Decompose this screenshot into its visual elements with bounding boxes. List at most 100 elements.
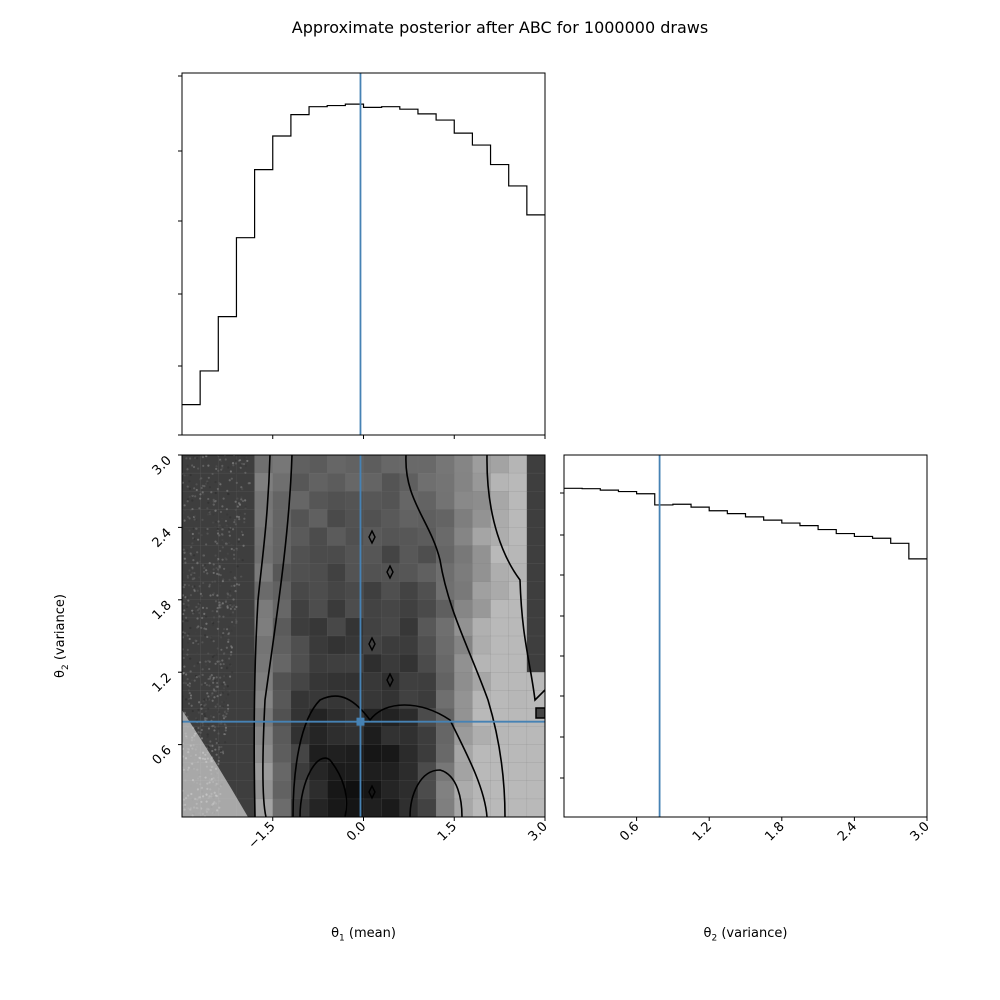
scatter-sample — [237, 538, 241, 541]
scatter-sample — [185, 616, 188, 619]
scatter-sample — [200, 705, 203, 708]
theta2-histogram-steps — [564, 487, 927, 560]
scatter-sample — [188, 713, 191, 717]
heatmap-cell — [308, 653, 328, 673]
scatter-sample — [191, 577, 194, 580]
density-contour-line — [292, 695, 488, 817]
heatmap-cell — [526, 472, 545, 492]
heatmap-cell — [399, 581, 419, 601]
scatter-sample — [218, 601, 221, 604]
scatter-sample — [221, 533, 224, 536]
scatter-sample — [235, 583, 239, 586]
scatter-sample — [217, 756, 221, 759]
heatmap-cell — [526, 635, 545, 655]
scatter-sample — [198, 661, 202, 664]
heatmap-cell — [290, 635, 310, 655]
scatter-sample — [195, 676, 198, 679]
scatter-sample — [226, 709, 230, 713]
scatter-sample — [186, 574, 189, 577]
heatmap-cell — [454, 690, 473, 709]
scatter-sample — [184, 619, 187, 622]
scatter-sample — [206, 481, 209, 485]
heatmap-cell — [417, 726, 437, 746]
scatter-sample — [188, 457, 192, 460]
heatmap-cell — [381, 635, 401, 655]
heatmap-cell — [308, 726, 328, 746]
scatter-sample — [213, 654, 216, 657]
scatter-sample — [190, 704, 193, 707]
heatmap-cell — [290, 563, 310, 583]
scatter-sample — [210, 620, 214, 624]
heatmap-cell — [472, 581, 492, 601]
scatter-sample — [189, 657, 192, 660]
heatmap-cell — [308, 617, 328, 637]
heatmap-cell — [290, 509, 310, 528]
heatmap-cell — [327, 563, 346, 583]
scatter-sample — [219, 636, 223, 639]
scatter-sample — [182, 511, 185, 515]
scatter-sample — [228, 534, 231, 537]
scatter-sample — [211, 744, 214, 747]
heatmap-cell — [236, 762, 256, 782]
heatmap-cell — [363, 690, 383, 709]
theta1-histogram-bin — [454, 133, 472, 435]
scatter-sample — [211, 699, 214, 702]
scatter-sample — [231, 611, 235, 614]
heatmap-cell — [236, 635, 256, 655]
heatmap-cell — [182, 509, 201, 528]
theta1-histogram-bin — [218, 317, 236, 435]
scatter-sample — [217, 748, 221, 751]
scatter-sample — [221, 672, 224, 675]
density-contour-line — [409, 769, 463, 817]
scatter-sample — [221, 546, 224, 549]
scatter-sample — [201, 641, 204, 644]
heatmap-cell — [435, 744, 455, 764]
scatter-sample — [206, 741, 209, 744]
theta1-histogram-bin — [491, 165, 509, 435]
scatter-sample — [237, 489, 240, 493]
scatter-sample — [203, 612, 206, 615]
heatmap-cell — [381, 762, 401, 782]
heatmap-cell — [417, 762, 437, 782]
scatter-sample — [205, 543, 208, 546]
heatmap-cell — [490, 635, 510, 655]
scatter-sample — [221, 683, 224, 686]
theta2-histogram-bin — [637, 494, 655, 817]
scatter-sample — [191, 609, 194, 612]
heatmap-cell — [236, 563, 256, 583]
heatmap-cell — [526, 581, 545, 601]
scatter-sample — [214, 491, 217, 495]
scatter-sample — [198, 601, 202, 604]
scatter-sample — [186, 515, 190, 518]
density-contour-line — [299, 757, 348, 817]
heatmap-cell — [254, 690, 274, 709]
scatter-sample — [207, 652, 210, 655]
scatter-sample — [215, 467, 218, 470]
scatter-sample — [218, 712, 221, 716]
scatter-sample — [211, 655, 214, 659]
theta2-histogram-bin — [818, 530, 836, 817]
heatmap-cell — [454, 653, 473, 673]
scatter-sample — [194, 727, 198, 730]
heatmap-cell — [526, 672, 545, 691]
scatter-sample — [229, 663, 232, 666]
scatter-sample — [186, 678, 189, 681]
scatter-sample — [239, 464, 242, 467]
heatmap-cell — [381, 455, 401, 474]
scatter-sample — [201, 724, 204, 727]
scatter-sample — [211, 746, 214, 749]
heatmap-cell — [308, 672, 328, 691]
scatter-sample — [202, 493, 205, 496]
scatter-sample — [211, 692, 214, 695]
scatter-sample — [185, 457, 188, 460]
theta2-histogram-bin — [655, 505, 673, 817]
scatter-sample — [206, 735, 209, 738]
scatter-sample — [224, 688, 227, 691]
scatter-sample — [216, 572, 219, 576]
scatter-sample — [202, 570, 206, 573]
theta1-histogram-bin — [200, 371, 218, 435]
heatmap-cell — [490, 491, 510, 510]
heatmap-cell — [381, 798, 401, 817]
scatter-sample — [217, 741, 220, 745]
scatter-sample — [185, 605, 188, 609]
